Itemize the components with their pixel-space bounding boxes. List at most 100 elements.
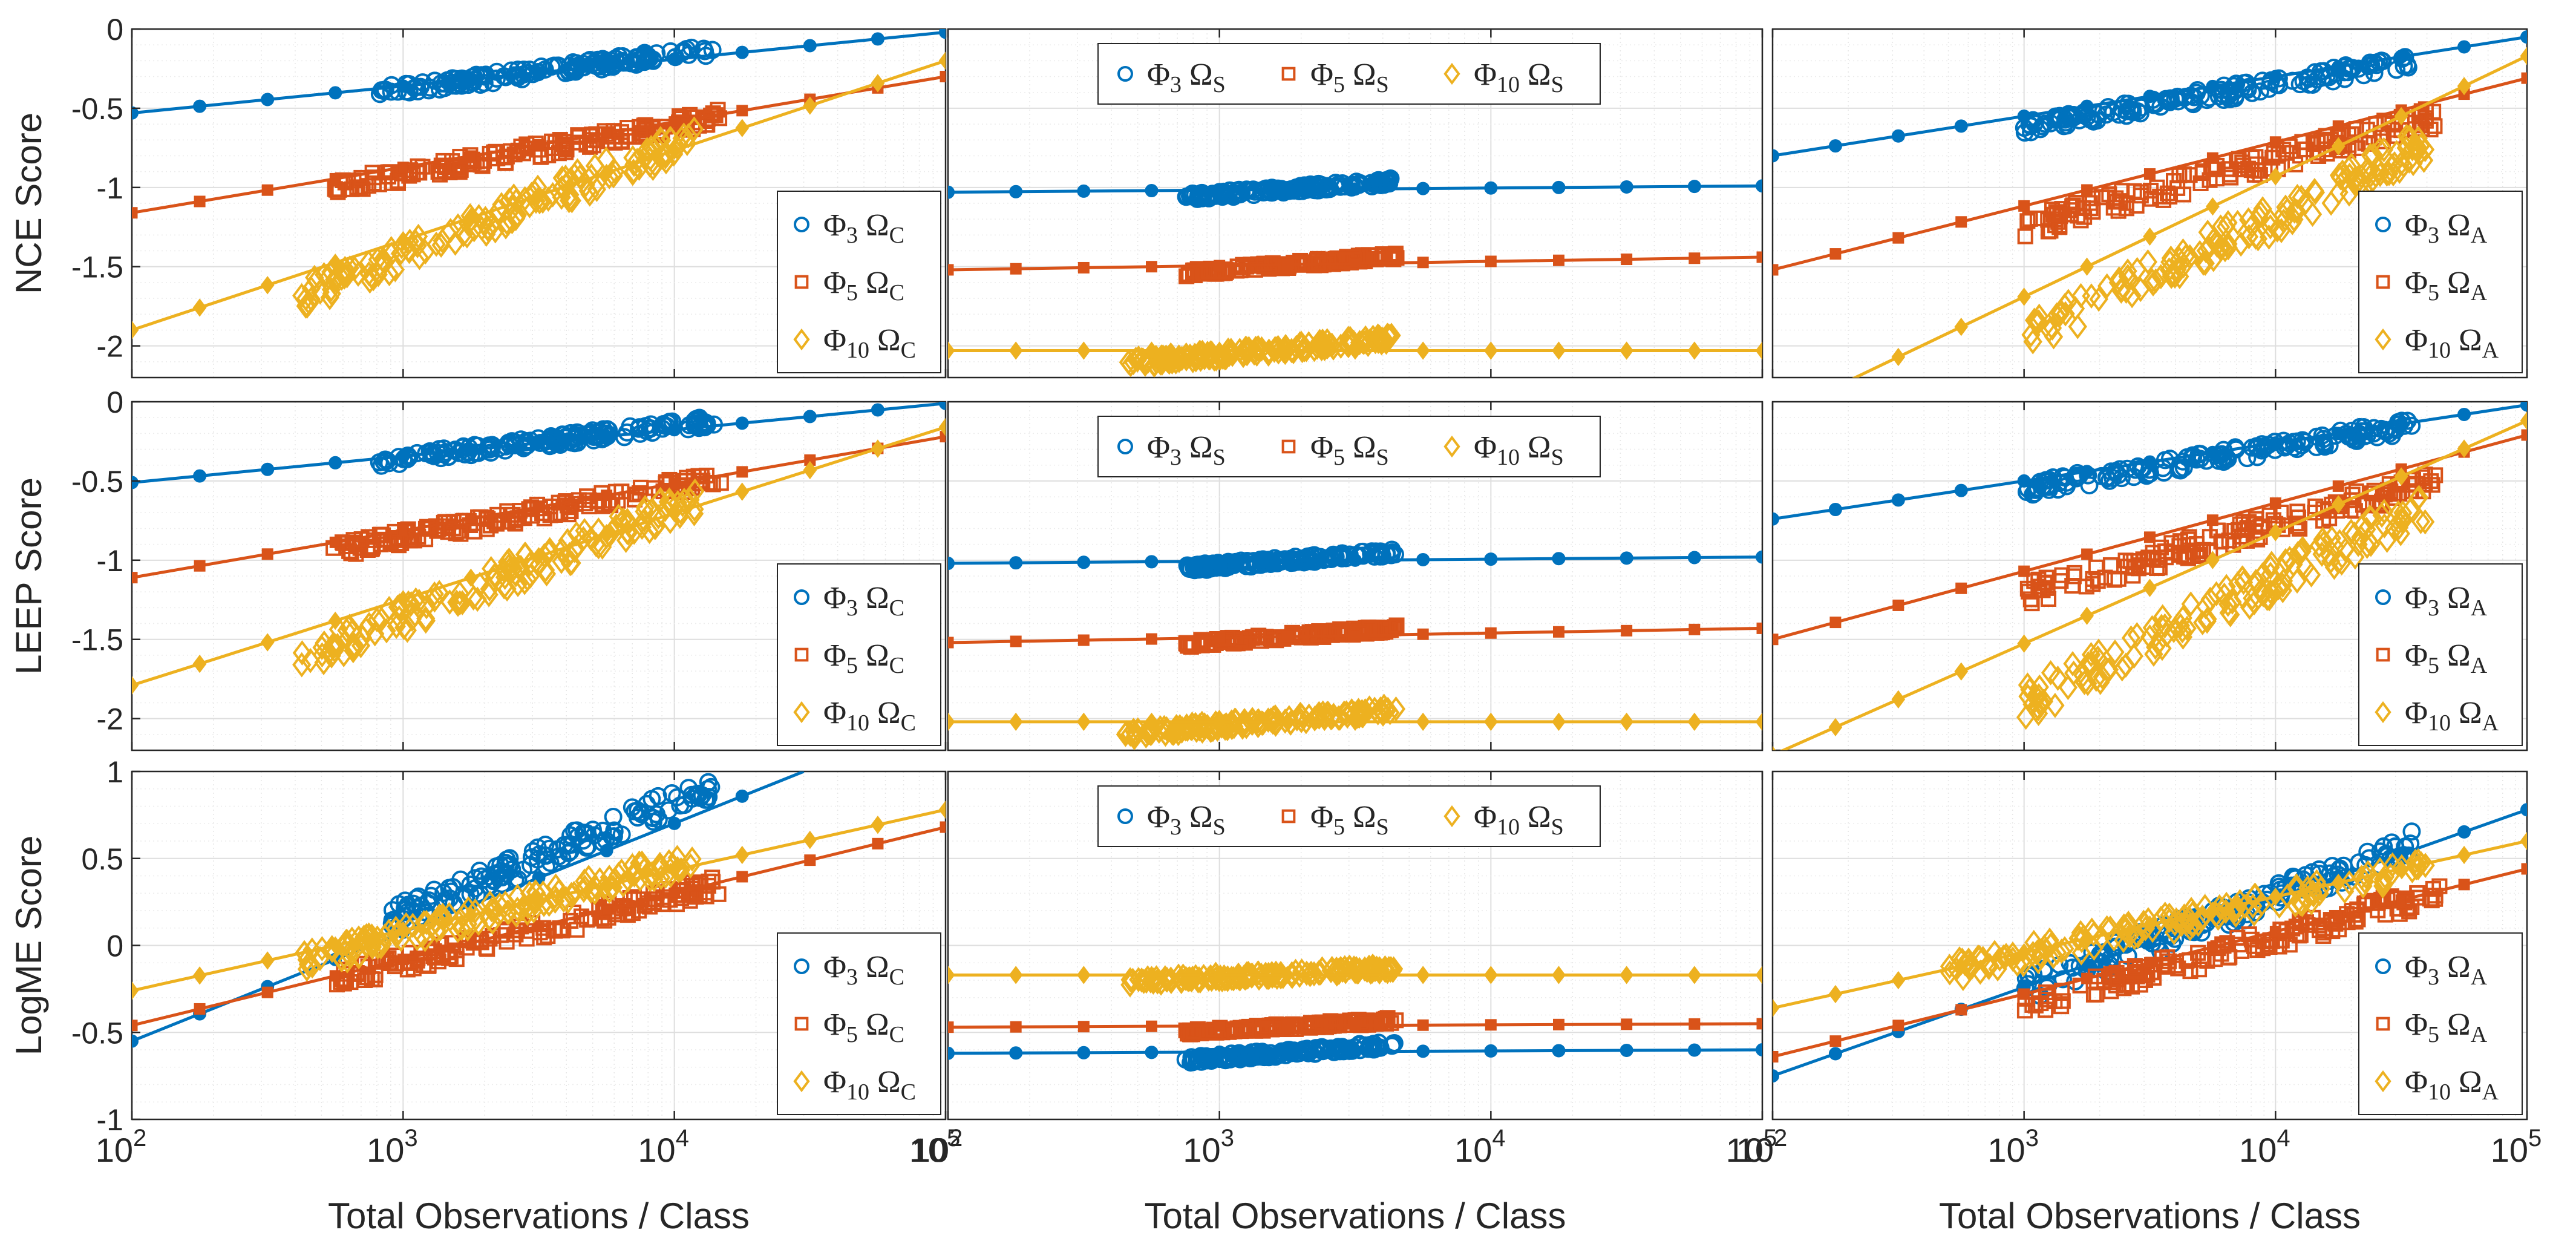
fit-marker	[1280, 1045, 1294, 1059]
fit-marker	[1214, 632, 1226, 644]
scatter-point	[2399, 58, 2417, 77]
fit-marker	[1620, 1043, 1633, 1057]
fit-marker	[1416, 1044, 1430, 1058]
scatter-point	[2127, 257, 2147, 283]
scatter-point	[402, 532, 418, 549]
scatter-point	[554, 922, 570, 938]
scatter-point	[2408, 486, 2427, 512]
y-tick-label: -2	[97, 702, 123, 736]
scatter-point	[2233, 565, 2252, 591]
scatter-point	[562, 550, 581, 576]
fit-marker	[871, 403, 884, 417]
scatter-point	[577, 838, 596, 857]
fit-marker	[397, 162, 409, 174]
fit-marker	[938, 51, 946, 70]
fit-marker	[532, 436, 546, 450]
scatter-point	[407, 926, 427, 951]
fit-marker	[2268, 167, 2283, 186]
fit-marker	[132, 321, 139, 339]
scatter-point	[2030, 691, 2050, 716]
scatter-point	[1179, 635, 1195, 651]
scatter-point	[2392, 508, 2412, 534]
scatter-point	[2035, 582, 2051, 598]
fit-marker	[1008, 341, 1023, 360]
fit-marker	[132, 106, 139, 120]
scatter-point	[425, 587, 444, 613]
scatter-point	[2190, 240, 2209, 266]
scatter-point	[1371, 696, 1390, 722]
scatter-point	[314, 650, 333, 676]
scatter-point	[2062, 206, 2079, 223]
scatter-point	[568, 433, 587, 452]
fit-marker	[601, 127, 613, 139]
scatter-point	[2089, 286, 2108, 312]
scatter-point	[450, 580, 469, 606]
scatter-point	[297, 956, 316, 982]
fit-marker	[1485, 627, 1497, 639]
fit-marker	[2457, 40, 2471, 54]
ticks	[1771, 771, 2528, 1119]
fit-marker	[1755, 712, 1762, 732]
scatter-point	[2367, 56, 2386, 74]
scatter-point	[2331, 922, 2347, 938]
fit-marker	[2268, 523, 2283, 542]
fit-marker	[1553, 626, 1564, 638]
scatter-point	[339, 941, 358, 967]
scatter-point	[2058, 675, 2078, 701]
scatter-point	[1337, 331, 1357, 357]
scatter-point	[365, 169, 382, 186]
scatter-point	[2105, 639, 2125, 665]
fit-marker	[1773, 512, 1779, 526]
fit-marker	[1954, 483, 1968, 497]
scatter-point	[521, 856, 540, 874]
legend-marker	[1443, 435, 1460, 458]
series-phi5	[132, 71, 946, 219]
legend: Φ3 ΩA Φ5 ΩA Φ10 ΩA	[2358, 191, 2523, 373]
fit-marker	[1829, 617, 1842, 629]
fit-marker	[735, 119, 750, 137]
scatter-point	[385, 257, 405, 283]
scatter-point	[452, 915, 471, 941]
scatter-point	[453, 162, 469, 178]
scatter-point	[589, 493, 606, 510]
scatter-point	[2238, 77, 2257, 96]
scatter-point	[312, 936, 332, 961]
fit-marker	[1349, 257, 1361, 269]
fit-marker	[2269, 926, 2281, 937]
fit-marker	[1756, 1043, 1762, 1056]
scatter-point	[451, 523, 467, 539]
fit-marker	[1009, 185, 1023, 198]
scatter-point	[301, 647, 320, 673]
scatter-point	[1194, 963, 1214, 989]
fit-marker	[601, 904, 613, 916]
series-phi10	[132, 801, 946, 1000]
fit-marker	[2081, 972, 2093, 984]
fit-marker	[328, 254, 342, 272]
scatter-point	[1232, 184, 1251, 203]
scatter-point	[2301, 562, 2321, 588]
scatter-point	[1388, 1012, 1404, 1029]
fit-marker	[948, 1021, 954, 1033]
legend-marker	[2375, 701, 2391, 724]
scatter-point	[2221, 532, 2237, 549]
scatter-point	[1292, 626, 1308, 643]
scatter-point	[2349, 59, 2368, 78]
scatter-point	[2018, 683, 2038, 709]
fit-marker	[1077, 1046, 1091, 1059]
scatter-point	[2172, 533, 2189, 549]
scatter-point	[2385, 151, 2404, 177]
scatter-point	[1370, 1038, 1389, 1057]
series-phi10	[948, 323, 1762, 378]
fit-marker	[1416, 552, 1430, 566]
scatter-point	[2379, 160, 2399, 186]
scatter-point	[2275, 142, 2292, 158]
scatter-point	[2032, 690, 2051, 716]
legend-marker	[1117, 808, 1133, 824]
legend-label: Φ5 ΩC	[823, 638, 904, 678]
scatter-point	[649, 504, 669, 530]
scatter-point	[2261, 554, 2280, 580]
fit-marker	[2332, 480, 2344, 492]
fit-marker	[2017, 634, 2032, 653]
scatter-point	[632, 129, 649, 145]
legend-label: Φ3 ΩA	[2405, 208, 2488, 248]
